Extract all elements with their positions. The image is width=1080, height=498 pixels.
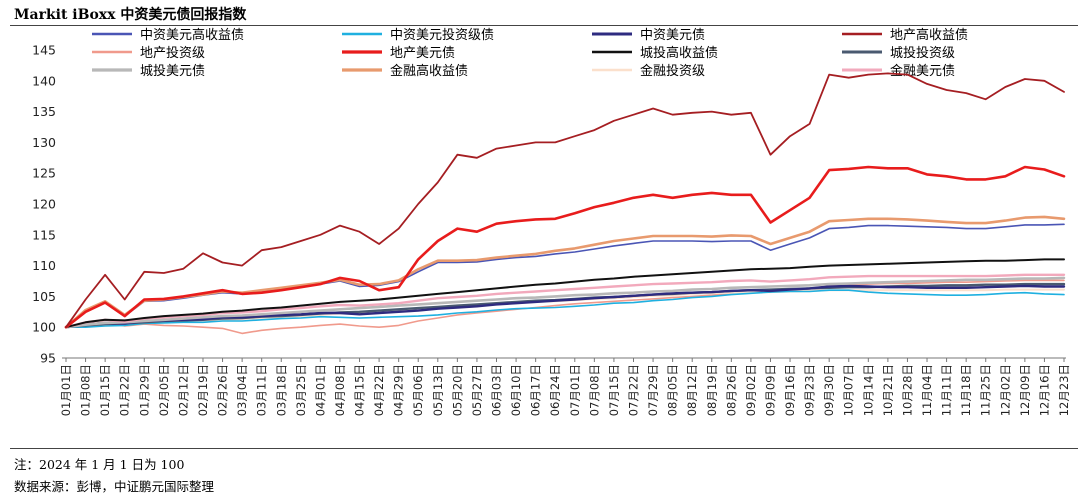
x-tick-label: 09月23日 xyxy=(803,364,817,416)
chart-title: Markit iBoxx 中资美元债回报指数 xyxy=(14,7,247,23)
x-tick-label: 12月02日 xyxy=(998,364,1012,416)
x-tick-label: 04月29日 xyxy=(392,364,406,416)
x-tick-label: 11月11日 xyxy=(940,364,954,416)
x-tick-label: 11月18日 xyxy=(959,364,973,416)
legend-label: 中资美元债 xyxy=(640,28,705,43)
x-tick-label: 05月06日 xyxy=(411,364,425,416)
x-tick-label: 05月27日 xyxy=(470,364,484,416)
x-tick-label: 02月26日 xyxy=(216,364,230,416)
x-tick-label: 04月15日 xyxy=(353,364,367,416)
x-tick-label: 07月01日 xyxy=(568,364,582,416)
x-tick-label: 06月24日 xyxy=(548,364,562,416)
y-axis: 95 100 105 110 115 120 125 130 135 140 145 xyxy=(32,43,1066,366)
y-tick-label: 135 xyxy=(32,104,56,119)
x-tick-label: 01月22日 xyxy=(118,364,132,416)
bottom-rule xyxy=(10,448,1078,449)
x-tick-label: 03月18日 xyxy=(274,364,288,416)
x-tick-label: 03月11日 xyxy=(255,364,269,416)
x-tick-label: 09月09日 xyxy=(763,364,777,416)
x-tick-label: 03月04日 xyxy=(235,364,249,416)
x-tick-label: 01月01日 xyxy=(59,364,73,416)
y-tick-label: 110 xyxy=(32,258,56,273)
legend-label: 城投投资级 xyxy=(890,45,955,61)
chart-note: 注：2024 年 1 月 1 日为 100 xyxy=(14,457,185,472)
legend-label: 城投高收益债 xyxy=(640,45,718,61)
x-tick-label: 06月17日 xyxy=(529,364,543,416)
x-tick-label: 05月20日 xyxy=(450,364,464,416)
x-tick-label: 01月08日 xyxy=(79,364,93,416)
x-tick-label: 11月04日 xyxy=(920,364,934,416)
series-line-2 xyxy=(65,289,1065,329)
x-tick-label: 12月16日 xyxy=(1037,364,1051,416)
y-tick-label: 120 xyxy=(32,197,56,212)
x-tick-label: 02月05日 xyxy=(157,364,171,416)
legend-label: 金融投资级 xyxy=(640,63,705,79)
title-rule xyxy=(10,25,1078,26)
y-tick-label: 140 xyxy=(32,73,56,88)
series-line-5 xyxy=(65,279,1065,335)
y-tick-label: 145 xyxy=(32,43,56,58)
x-tick-label: 07月22日 xyxy=(626,364,640,416)
legend-label: 中资美元高收益债 xyxy=(140,27,244,43)
series-line-6 xyxy=(64,165,1066,329)
x-tick-label: 08月12日 xyxy=(685,364,699,416)
y-tick-label: 105 xyxy=(32,289,56,304)
x-tick-label: 06月10日 xyxy=(509,364,523,416)
x-axis: 01月01日 01月08日 01月15日 01月22日 01月29日 02月05日 02月1… xyxy=(59,358,1071,416)
x-tick-label: 06月03日 xyxy=(490,364,504,416)
series-line-4 xyxy=(65,72,1065,329)
series-lines xyxy=(64,72,1066,335)
legend-label: 地产美元债 xyxy=(390,46,455,61)
x-tick-label: 10月07日 xyxy=(842,364,856,416)
x-tick-label: 10月14日 xyxy=(861,364,875,416)
legend-label: 城投美元债 xyxy=(140,63,205,79)
x-tick-label: 07月29日 xyxy=(646,364,660,416)
x-tick-label: 02月19日 xyxy=(196,364,210,416)
x-tick-label: 07月15日 xyxy=(607,364,621,416)
x-tick-label: 03月25日 xyxy=(294,364,308,416)
legend-label: 地产高收益债 xyxy=(890,27,968,43)
x-tick-label: 12月09日 xyxy=(1018,364,1032,416)
series-line-7 xyxy=(65,258,1065,329)
x-tick-label: 04月08日 xyxy=(333,364,347,416)
y-tick-label: 115 xyxy=(32,227,56,242)
x-tick-label: 10月21日 xyxy=(881,364,895,416)
legend-label: 地产投资级 xyxy=(140,45,205,61)
y-tick-label: 100 xyxy=(32,320,56,335)
y-tick-label: 130 xyxy=(32,135,56,150)
x-tick-label: 07月08日 xyxy=(587,364,601,416)
x-tick-label: 01月29日 xyxy=(137,364,151,416)
legend-label: 金融美元债 xyxy=(890,63,955,79)
x-tick-label: 09月02日 xyxy=(744,364,758,416)
series-line-12 xyxy=(64,273,1066,329)
x-tick-label: 08月05日 xyxy=(666,364,680,416)
x-tick-label: 04月22日 xyxy=(372,364,386,416)
x-tick-label: 11月25日 xyxy=(979,364,993,416)
y-tick-label: 95 xyxy=(40,351,56,366)
x-tick-label: 10月28日 xyxy=(900,364,914,416)
x-tick-label: 01月15日 xyxy=(98,364,112,416)
legend-label: 金融高收益债 xyxy=(390,63,468,79)
series-line-3 xyxy=(64,284,1066,329)
x-tick-label: 09月30日 xyxy=(822,364,836,416)
series-line-9 xyxy=(64,276,1066,329)
series-line-10 xyxy=(64,215,1066,329)
x-tick-label: 08月26日 xyxy=(724,364,738,416)
x-tick-label: 02月12日 xyxy=(176,364,190,416)
x-tick-label: 05月13日 xyxy=(431,364,445,416)
legend-label: 中资美元投资级债 xyxy=(390,27,494,43)
x-tick-label: 04月01日 xyxy=(313,364,327,416)
data-source: 数据来源：彭博，中证鹏元国际整理 xyxy=(14,479,215,494)
x-tick-label: 12月23日 xyxy=(1057,364,1071,416)
y-tick-label: 125 xyxy=(32,166,56,181)
x-tick-label: 08月19日 xyxy=(705,364,719,416)
x-tick-label: 09月16日 xyxy=(783,364,797,416)
